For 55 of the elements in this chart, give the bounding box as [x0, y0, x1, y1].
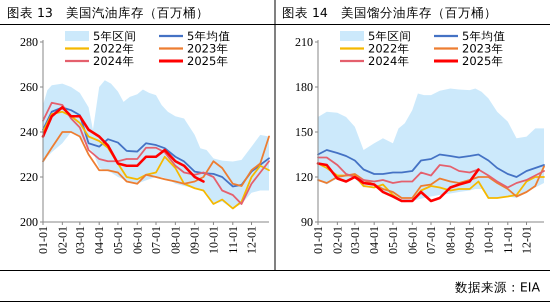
x-tick-label: 10-01	[206, 226, 220, 254]
x-tick-label: 02-01	[330, 226, 344, 254]
x-tick-label: 11-01	[500, 226, 515, 254]
x-tick-label: 02-01	[55, 226, 70, 254]
x-tick-label: 10-01	[481, 226, 496, 254]
legend-label: 2025年	[462, 54, 504, 68]
legend-label: 5年均值	[462, 29, 506, 43]
x-tick-label: 12-01	[244, 226, 259, 254]
line-series	[317, 156, 545, 188]
y-tick-label: 240	[20, 125, 38, 139]
x-tick-label: 04-01	[367, 226, 382, 254]
x-tick-label: 05-01	[110, 226, 125, 254]
y-tick-label: 280	[20, 35, 38, 49]
x-tick-label: 06-01	[130, 226, 144, 254]
x-tick-label: 01-01	[36, 226, 50, 254]
legend-label: 2024年	[368, 54, 410, 68]
line-series	[316, 162, 480, 202]
x-tick-label: 03-01	[72, 226, 87, 254]
legend-label: 2024年	[93, 54, 134, 68]
x-tick-label: 07-01	[149, 226, 163, 254]
y-tick-label: 120	[295, 170, 313, 184]
legend-label: 5年区间	[368, 29, 412, 43]
x-tick-label: 03-01	[348, 226, 362, 254]
line-series	[42, 106, 270, 188]
x-tick-label: 06-01	[405, 226, 420, 254]
chart-title: 图表 14 美国馏分油库存（百万桶）	[282, 5, 497, 20]
x-tick-label: 12-01	[520, 226, 534, 254]
line-series	[42, 131, 270, 187]
x-tick-label: 08-01	[168, 226, 182, 254]
y-tick-label: 200	[20, 215, 38, 229]
x-tick-label: 07-01	[424, 226, 438, 254]
legend-label: 5年区间	[93, 29, 136, 43]
x-tick-label: 08-01	[443, 226, 458, 254]
y-tick-label: 260	[20, 80, 38, 94]
y-tick-label: 220	[20, 170, 38, 184]
y-tick-label: 90	[301, 215, 313, 229]
legend-label: 2022年	[93, 42, 134, 56]
chart-title: 图表 13 美国汽油库存（百万桶）	[7, 5, 209, 20]
y-tick-label: 210	[295, 35, 313, 49]
legend-label: 2022年	[368, 42, 410, 56]
legend-label: 2025年	[187, 54, 228, 68]
x-tick-label: 09-01	[188, 226, 202, 254]
y-tick-label: 180	[295, 80, 313, 94]
x-tick-label: 04-01	[92, 226, 106, 254]
x-tick-label: 05-01	[386, 226, 400, 254]
legend-label: 5年均值	[187, 29, 230, 43]
y-tick-label: 150	[295, 125, 313, 139]
x-tick-label: 11-01	[226, 226, 240, 254]
line-series	[317, 149, 545, 178]
line-series	[42, 106, 205, 183]
x-tick-label: 09-01	[462, 226, 477, 254]
x-tick-label: 01-01	[311, 226, 325, 254]
legend-label: 2023年	[187, 42, 228, 56]
source-note: 数据来源：EIA	[454, 280, 540, 294]
legend-label: 2023年	[462, 42, 504, 56]
